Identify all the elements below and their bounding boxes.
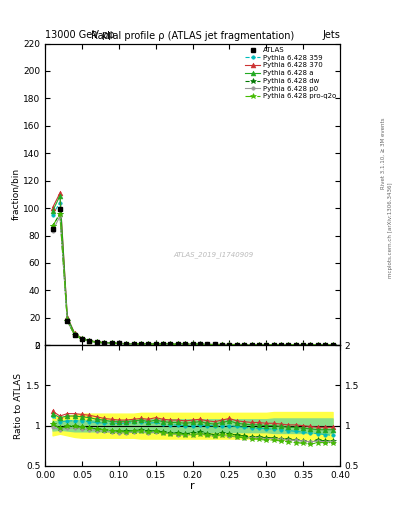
Text: 13000 GeV pp: 13000 GeV pp — [45, 30, 115, 40]
Y-axis label: fraction/bin: fraction/bin — [11, 168, 20, 221]
X-axis label: r: r — [190, 481, 195, 491]
Text: ATLAS_2019_I1740909: ATLAS_2019_I1740909 — [173, 251, 253, 258]
Text: mcplots.cern.ch [arXiv:1306.3436]: mcplots.cern.ch [arXiv:1306.3436] — [388, 183, 393, 278]
Text: Rivet 3.1.10, ≥ 3M events: Rivet 3.1.10, ≥ 3M events — [381, 118, 386, 189]
Y-axis label: Ratio to ATLAS: Ratio to ATLAS — [14, 373, 23, 439]
Title: Radial profile ρ (ATLAS jet fragmentation): Radial profile ρ (ATLAS jet fragmentatio… — [91, 31, 294, 41]
Legend: ATLAS, Pythia 6.428 359, Pythia 6.428 370, Pythia 6.428 a, Pythia 6.428 dw, Pyth: ATLAS, Pythia 6.428 359, Pythia 6.428 37… — [244, 46, 338, 101]
Text: Jets: Jets — [322, 30, 340, 40]
